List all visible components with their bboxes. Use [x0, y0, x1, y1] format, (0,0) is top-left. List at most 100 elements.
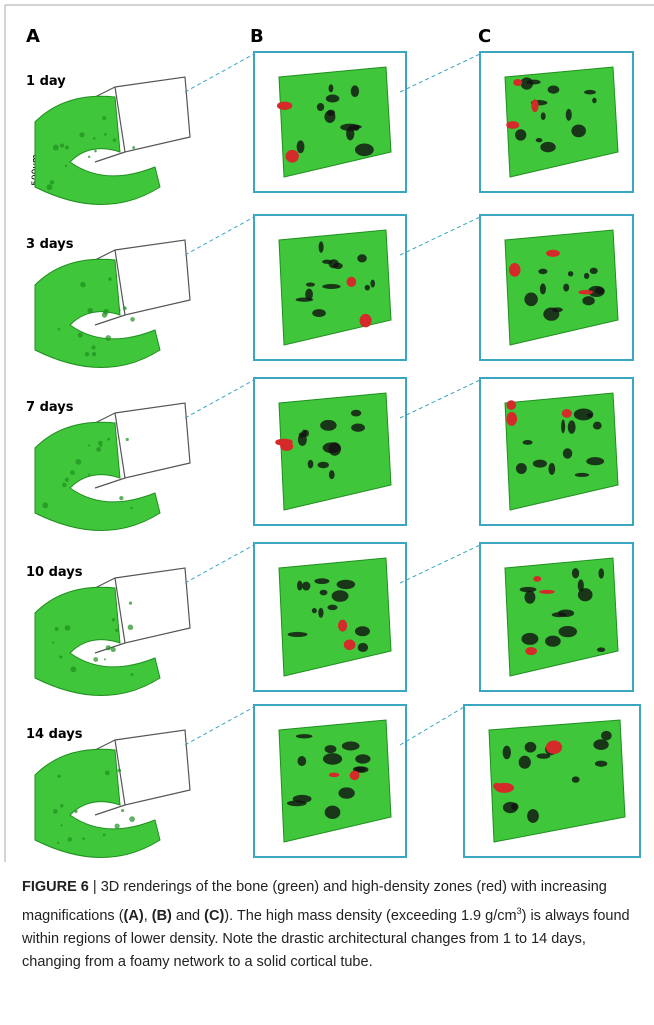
- pore: [60, 804, 64, 808]
- pore: [533, 460, 547, 468]
- pore: [312, 608, 317, 613]
- dense-zone: [280, 441, 293, 450]
- pore: [60, 143, 64, 147]
- pore: [571, 124, 586, 137]
- pore: [121, 809, 124, 812]
- pore: [523, 440, 533, 445]
- pore: [96, 447, 101, 452]
- dense-zone: [509, 263, 521, 277]
- pore: [561, 419, 565, 433]
- panel-label: A: [26, 26, 40, 47]
- pore: [346, 127, 354, 141]
- figure-label: FIGURE 6: [22, 879, 89, 895]
- pore: [337, 580, 356, 589]
- pore: [511, 803, 519, 811]
- row-label: 3 days: [26, 237, 74, 252]
- pore: [572, 776, 580, 782]
- pore: [578, 579, 584, 591]
- pore: [53, 809, 58, 814]
- pore: [93, 137, 96, 140]
- bone-ring: [35, 259, 160, 367]
- pore: [355, 754, 370, 763]
- pore: [57, 775, 60, 778]
- pore: [296, 734, 313, 738]
- pore: [519, 756, 531, 769]
- pore: [105, 335, 111, 341]
- pore: [329, 470, 335, 479]
- caption-text: (B): [152, 907, 172, 923]
- pore: [524, 292, 537, 306]
- pore: [593, 422, 602, 430]
- pore: [586, 457, 604, 465]
- connector: [185, 217, 254, 255]
- connector: [185, 707, 254, 745]
- pore: [88, 444, 90, 446]
- dense-zone: [539, 590, 554, 594]
- pore: [525, 591, 536, 604]
- pore: [558, 609, 574, 617]
- pore: [296, 297, 314, 301]
- pore: [59, 655, 62, 658]
- pore: [79, 132, 84, 137]
- pore: [68, 837, 73, 842]
- pore: [333, 263, 343, 269]
- pore: [552, 307, 563, 312]
- pore: [323, 753, 342, 765]
- pore: [601, 731, 612, 740]
- pore: [338, 787, 354, 798]
- pore: [88, 474, 90, 476]
- pore: [123, 306, 127, 310]
- dense-zone: [350, 771, 360, 780]
- caption-text: ,: [144, 907, 152, 923]
- pore: [287, 800, 307, 806]
- pore: [129, 816, 135, 822]
- row-label: 14 days: [26, 727, 83, 742]
- dense-zone: [546, 250, 560, 257]
- pore: [317, 103, 324, 111]
- pore: [98, 441, 103, 446]
- pore: [102, 116, 106, 120]
- connector: [400, 545, 480, 583]
- pore: [53, 145, 59, 151]
- dense-zone: [286, 150, 299, 163]
- dense-zone: [506, 412, 517, 426]
- pore: [302, 582, 310, 591]
- panel-label: C: [478, 26, 491, 47]
- pore: [584, 90, 596, 95]
- pore: [515, 129, 526, 140]
- pore: [516, 463, 527, 474]
- pore: [62, 483, 67, 488]
- pore: [298, 434, 307, 446]
- pore: [103, 833, 106, 836]
- pore: [129, 602, 132, 605]
- pore: [319, 241, 324, 252]
- pore: [85, 352, 90, 357]
- panel-label: B: [250, 26, 264, 47]
- pore: [297, 140, 305, 153]
- pore: [117, 769, 121, 773]
- pore: [587, 413, 593, 417]
- connector: [400, 380, 480, 418]
- pore: [65, 145, 69, 149]
- pore: [70, 666, 76, 672]
- pore: [329, 84, 334, 92]
- pore: [595, 761, 607, 767]
- pore: [358, 643, 368, 652]
- pore: [598, 568, 604, 578]
- pore: [527, 809, 539, 823]
- pore: [75, 459, 81, 465]
- pore: [74, 810, 77, 813]
- pore: [326, 95, 340, 103]
- pore: [113, 138, 116, 141]
- pore: [370, 280, 375, 288]
- pore: [318, 462, 329, 469]
- pore: [78, 332, 83, 337]
- pore: [325, 745, 337, 753]
- pore: [115, 823, 120, 828]
- connector: [400, 217, 480, 255]
- pore: [47, 184, 53, 190]
- dense-zone: [347, 277, 357, 287]
- pore: [306, 282, 315, 286]
- pore: [297, 581, 303, 591]
